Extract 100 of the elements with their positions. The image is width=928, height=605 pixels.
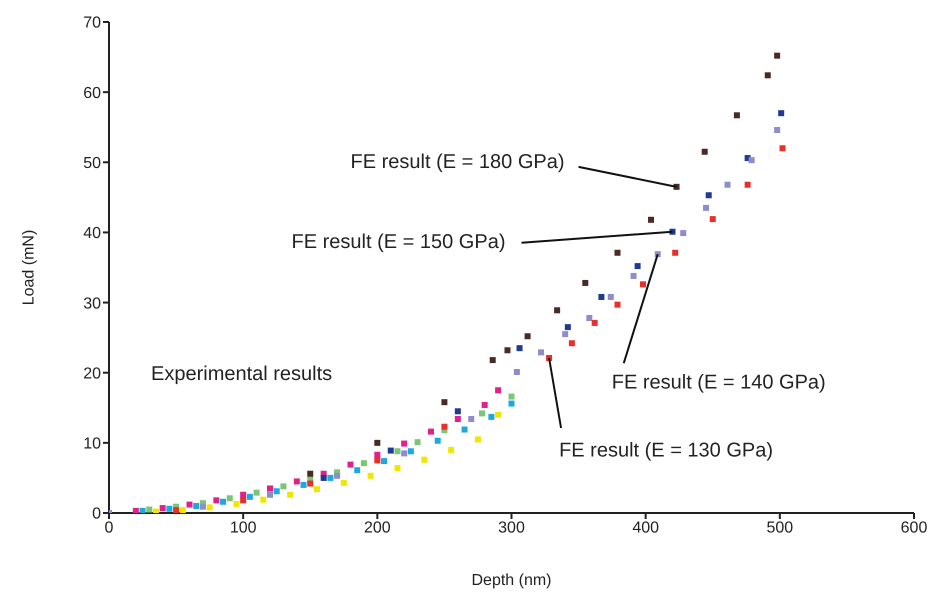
point: [710, 216, 716, 222]
point: [354, 467, 360, 474]
point: [478, 410, 485, 416]
point: [340, 480, 347, 486]
point: [401, 440, 408, 447]
annotation: FE result (E = 140 GPa): [612, 371, 826, 394]
point: [778, 110, 784, 116]
point: [598, 294, 604, 300]
annotation: FE result (E = 130 GPa): [559, 439, 774, 462]
x-tick-label: 500: [766, 519, 794, 536]
point: [482, 402, 488, 408]
point: [508, 400, 514, 407]
point: [582, 280, 588, 286]
x-tick-label: 100: [230, 519, 257, 536]
point: [454, 408, 461, 414]
point: [388, 448, 394, 454]
point: [614, 302, 620, 308]
y-tick-label: 60: [83, 84, 102, 102]
point: [213, 497, 220, 504]
y-tick-label: 70: [83, 14, 102, 32]
point: [132, 508, 139, 513]
annotation: FE result (E = 150 GPa): [292, 231, 506, 254]
point: [374, 440, 380, 446]
point: [592, 320, 598, 326]
point: [240, 497, 246, 504]
point: [508, 394, 514, 400]
point: [614, 250, 620, 256]
point: [280, 483, 286, 490]
point: [246, 494, 253, 500]
point: [414, 439, 421, 446]
point: [744, 182, 751, 188]
point: [348, 462, 354, 468]
point: [490, 357, 496, 364]
point: [586, 315, 592, 322]
point: [220, 498, 226, 505]
point: [734, 112, 740, 118]
point: [474, 436, 481, 442]
point: [267, 492, 273, 498]
point: [524, 333, 531, 340]
point: [193, 502, 200, 509]
point: [495, 387, 502, 394]
point: [780, 145, 786, 152]
point: [233, 500, 240, 507]
point: [441, 399, 448, 406]
point: [538, 349, 544, 356]
point: [703, 204, 710, 211]
x-tick-label: 600: [900, 519, 928, 536]
point: [504, 347, 510, 354]
point: [300, 482, 307, 488]
point: [160, 505, 166, 512]
y-tick-label: 40: [83, 225, 102, 242]
point: [334, 472, 340, 479]
point: [186, 502, 192, 508]
point: [307, 480, 314, 487]
point: [360, 460, 367, 466]
point: [307, 470, 314, 477]
point: [554, 307, 560, 314]
point: [260, 496, 266, 503]
point: [454, 416, 461, 422]
point: [320, 474, 327, 481]
point: [274, 488, 280, 494]
point: [206, 504, 213, 510]
point: [462, 426, 468, 433]
point: [240, 492, 246, 498]
point: [200, 504, 206, 510]
point: [568, 340, 575, 346]
annotation: FE result (E = 180 GPa): [350, 151, 565, 174]
point: [267, 485, 273, 492]
point: [706, 192, 712, 198]
point: [140, 508, 146, 513]
point: [495, 412, 502, 418]
point: [640, 281, 646, 288]
point: [608, 294, 614, 300]
point: [564, 324, 571, 330]
y-tick-label: 0: [92, 506, 102, 523]
y-tick-label: 50: [83, 154, 102, 172]
point: [724, 182, 731, 188]
y-tick-label: 20: [83, 365, 102, 382]
point: [146, 506, 152, 512]
point: [381, 458, 388, 464]
x-tick-label: 300: [498, 519, 525, 536]
point: [488, 414, 494, 420]
point: [408, 448, 414, 454]
point: [441, 424, 448, 430]
x-tick-label: 400: [632, 519, 660, 536]
point: [226, 495, 233, 502]
x-axis-title: Depth (nm): [471, 572, 552, 589]
point: [774, 127, 780, 134]
point: [680, 230, 686, 236]
point: [173, 507, 180, 513]
point: [514, 369, 520, 376]
point: [434, 438, 441, 444]
point: [764, 72, 771, 78]
point: [702, 148, 708, 155]
point: [374, 457, 380, 464]
point: [421, 456, 428, 463]
point: [672, 250, 678, 256]
point: [401, 450, 408, 456]
point: [287, 492, 294, 498]
point: [428, 428, 434, 435]
